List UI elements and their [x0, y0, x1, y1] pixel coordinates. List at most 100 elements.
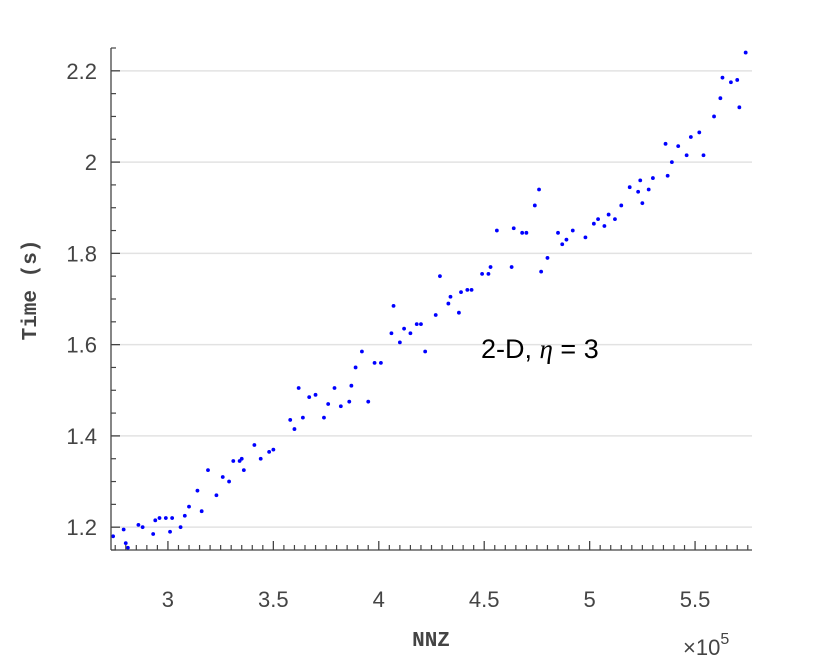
data-point [480, 272, 485, 276]
data-point [372, 360, 377, 365]
data-point [214, 493, 219, 498]
x-tick-label: 4.5 [469, 587, 500, 612]
data-point [488, 265, 493, 269]
data-point [419, 322, 423, 326]
x-tick-label: 3 [162, 587, 174, 612]
data-point [414, 322, 419, 326]
data-point [532, 203, 537, 208]
data-point [457, 310, 461, 315]
data-point [737, 105, 742, 110]
annotation-rest: = 3 [553, 334, 599, 364]
data-point [684, 153, 689, 158]
data-point [669, 160, 674, 164]
data-point [520, 230, 525, 235]
data-point [307, 395, 312, 400]
data-point [111, 534, 116, 539]
data-point [650, 176, 655, 180]
data-point [288, 418, 293, 422]
data-point [231, 459, 236, 463]
data-point [509, 265, 514, 269]
data-point [187, 504, 191, 509]
y-tick-label: 1.2 [66, 515, 97, 540]
data-point [606, 212, 611, 217]
data-point [125, 545, 130, 550]
grid-layer [111, 70, 752, 528]
data-point [378, 360, 383, 365]
x-tick-label: 5 [584, 587, 596, 612]
data-point [524, 230, 529, 235]
data-point [564, 237, 569, 242]
x-tick-label: 5.5 [680, 587, 711, 612]
data-point [718, 96, 723, 101]
x-multiplier-base: ×10 [683, 635, 720, 657]
data-point [353, 365, 358, 370]
x-axis-label: NNZ [412, 630, 450, 653]
data-point [199, 509, 204, 514]
data-point [170, 516, 175, 520]
data-point [271, 447, 276, 452]
data-point [182, 513, 187, 518]
data-point [151, 532, 156, 536]
data-point [638, 178, 643, 183]
data-point [438, 274, 442, 279]
x-tick-label: 4 [373, 587, 385, 612]
data-point [663, 141, 668, 146]
data-point [366, 399, 371, 404]
data-point [322, 415, 326, 420]
data-point [494, 228, 499, 233]
data-point [267, 449, 272, 454]
data-point [178, 525, 183, 530]
data-point [545, 256, 550, 260]
x-tick-label: 3.5 [258, 587, 289, 612]
data-point [619, 203, 624, 208]
data-point [292, 427, 297, 431]
data-point [646, 187, 651, 192]
data-point [258, 456, 263, 461]
data-point [423, 349, 428, 354]
y-tick-label: 1.4 [66, 424, 97, 449]
data-point [459, 290, 463, 295]
data-point [296, 386, 301, 390]
data-point [408, 331, 413, 336]
data-point [537, 187, 541, 192]
data-point [163, 516, 168, 520]
chart-annotation: 2-D, η = 3 [481, 334, 599, 364]
data-point [136, 523, 141, 527]
tick-labels: 1.2 1.4 1.6 1.8 2 2.2 3 3.5 4 4.5 5 5.5 [66, 59, 710, 612]
data-point [121, 527, 126, 532]
data-point [402, 326, 406, 331]
data-point [326, 402, 331, 406]
data-point [195, 488, 200, 493]
data-point [511, 226, 516, 231]
data-point [206, 468, 210, 473]
data-point [469, 287, 474, 292]
data-point [570, 228, 575, 233]
data-point [465, 287, 470, 292]
data-point [556, 230, 560, 235]
data-point [360, 349, 364, 354]
data-point [157, 516, 162, 520]
data-point [596, 217, 600, 222]
data-point [583, 235, 588, 240]
annotation-symbol: η [540, 334, 553, 364]
data-point [389, 331, 394, 336]
data-point [220, 475, 225, 479]
data-point [239, 456, 244, 461]
data-points [111, 50, 748, 550]
data-point [397, 340, 402, 345]
tick-marks [111, 47, 749, 551]
data-point [433, 313, 438, 317]
data-point [729, 80, 733, 85]
data-point [227, 479, 231, 484]
x-multiplier-exponent: 5 [720, 631, 729, 648]
y-axis-label: Time (s) [20, 240, 43, 341]
data-point [591, 221, 596, 226]
data-point [446, 301, 451, 306]
data-point [448, 294, 453, 299]
data-point [140, 525, 145, 530]
y-tick-label: 1.6 [66, 333, 97, 358]
data-point [627, 185, 632, 190]
data-point [613, 217, 617, 222]
data-point [349, 383, 354, 388]
